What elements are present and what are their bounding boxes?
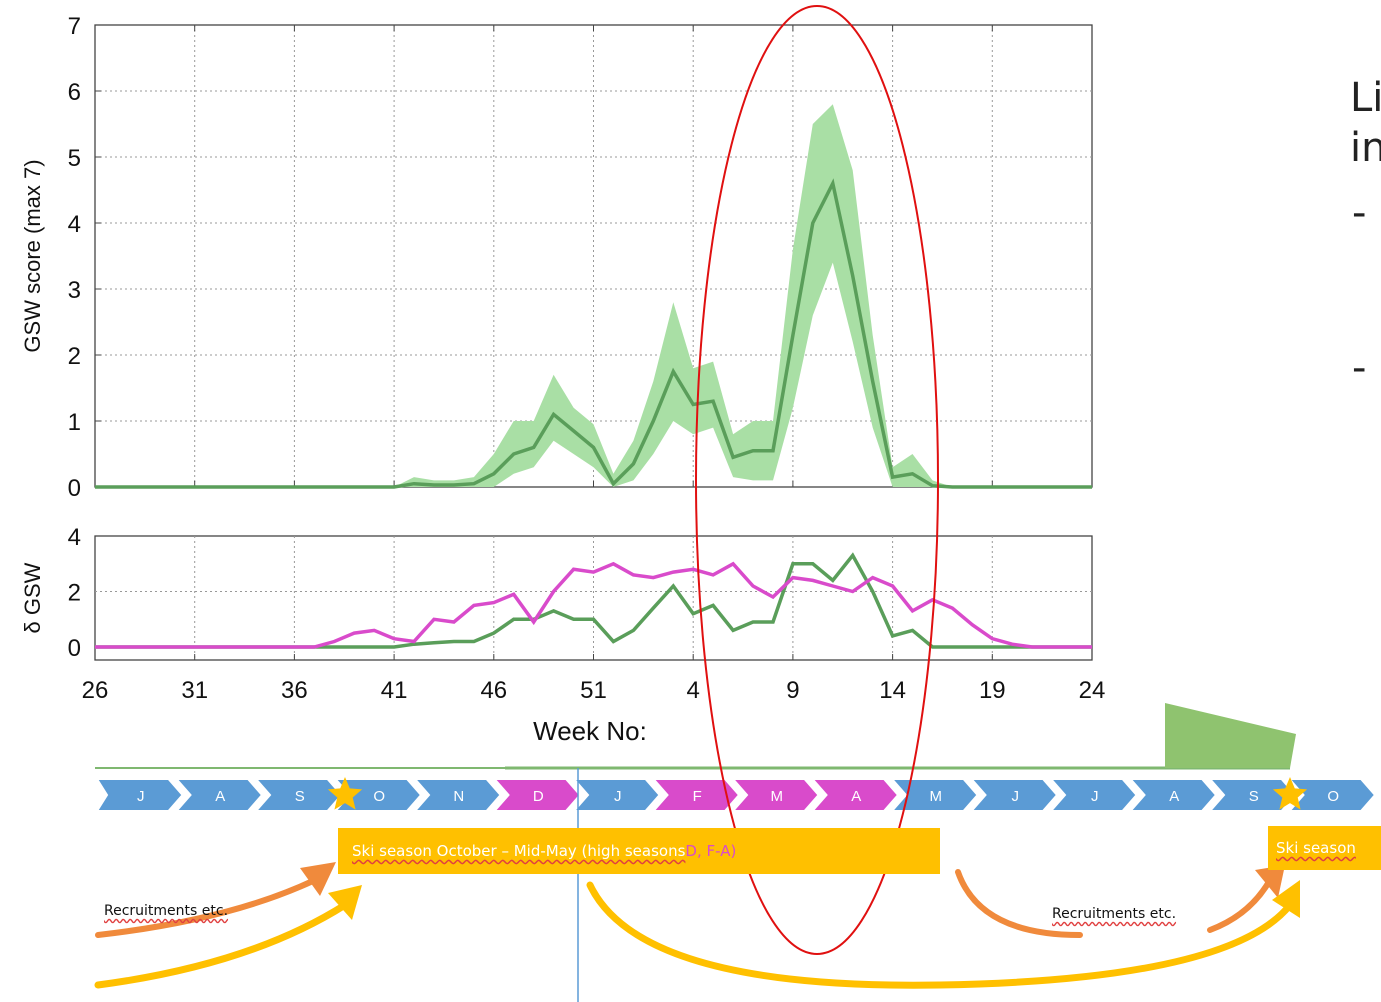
top-y-tick-label: 4 — [68, 211, 81, 238]
month-chevron — [253, 778, 343, 812]
season-arrow-right-head — [1272, 880, 1300, 918]
bottom-y-tick-label: 2 — [68, 580, 81, 607]
x-tick-label: 24 — [1079, 677, 1106, 704]
month-chevron — [651, 778, 741, 812]
highlight-ellipse — [695, 5, 939, 955]
x-tick-label: 4 — [687, 677, 700, 704]
month-chevron — [810, 778, 900, 812]
bottom-y-axis-label: δ GSW — [20, 562, 45, 633]
star-icon — [1272, 777, 1308, 810]
x-tick-label: 51 — [580, 677, 607, 704]
side-text-dash1: - — [1352, 190, 1367, 236]
season-arrow-left — [94, 901, 349, 989]
x-tick-label: 31 — [181, 677, 208, 704]
x-tick-label: 9 — [786, 677, 799, 704]
recruit-arrow-right-curve — [955, 869, 1083, 938]
side-text-line1: Li — [1350, 75, 1381, 121]
side-text-dash2: - — [1352, 345, 1367, 391]
month-chevron — [969, 778, 1059, 812]
bottom-y-tick-label: 4 — [68, 524, 81, 551]
top-confidence-band — [95, 104, 1092, 487]
bottom-y-tick-label: 0 — [68, 635, 81, 662]
month-label: M — [771, 788, 784, 805]
ski-season-high: D, F-A) — [685, 842, 737, 860]
month-label: J — [1091, 788, 1099, 805]
bottom-series-magenta — [95, 561, 1092, 649]
month-chevron — [1048, 778, 1138, 812]
month-chevron — [95, 778, 184, 812]
side-text-line2: in — [1350, 125, 1381, 171]
month-label: A — [215, 788, 225, 805]
top-y-tick-label: 7 — [68, 13, 81, 40]
timeline-green-wedge — [1165, 703, 1296, 768]
top-y-tick-label: 6 — [68, 79, 81, 106]
month-label: J — [1012, 788, 1020, 805]
season-arrow-left-head — [328, 885, 362, 920]
month-label: S — [1249, 788, 1259, 805]
x-tick-label: 41 — [381, 677, 408, 704]
x-tick-label: 14 — [879, 677, 906, 704]
month-chevron — [174, 778, 264, 812]
top-y-tick-label: 5 — [68, 145, 81, 172]
month-label: M — [930, 788, 943, 805]
recruit-arrow-right — [1207, 877, 1273, 933]
month-label: O — [1327, 788, 1339, 805]
month-label: F — [693, 788, 702, 805]
month-chevron — [492, 778, 582, 812]
star-icon — [327, 777, 363, 810]
month-label: J — [137, 788, 145, 805]
month-chevron — [571, 778, 661, 812]
x-axis-label: Week No: — [533, 716, 647, 746]
top-y-tick-label: 1 — [68, 409, 81, 436]
recruit-arrow-left-head — [300, 862, 336, 896]
x-tick-label: 19 — [979, 677, 1006, 704]
month-chevron — [1128, 778, 1218, 812]
x-tick-label: 26 — [82, 677, 109, 704]
recruit-right-label: Recruitments etc. — [1052, 906, 1177, 922]
month-label: D — [533, 788, 544, 805]
ski-season-box: Ski season October – Mid-May (high seaso… — [338, 828, 940, 874]
season-arrow-right — [586, 881, 1294, 989]
month-label: S — [295, 788, 305, 805]
recruit-left-label: Recruitments etc. — [104, 903, 229, 919]
ski-season-text: Ski season October – Mid-May (high seaso… — [352, 842, 686, 860]
month-chevron — [730, 778, 820, 812]
month-label: N — [453, 788, 464, 805]
month-label: A — [851, 788, 861, 805]
ski-season-right-text: Ski season — [1276, 839, 1356, 857]
month-chevron — [412, 778, 502, 812]
top-y-tick-label: 3 — [68, 277, 81, 304]
month-label: A — [1169, 788, 1179, 805]
x-tick-label: 46 — [480, 677, 507, 704]
month-label: O — [373, 788, 385, 805]
top-y-tick-label: 2 — [68, 343, 81, 370]
x-tick-label: 36 — [281, 677, 308, 704]
ski-season-box-right: Ski season — [1268, 826, 1381, 870]
month-chevron — [1207, 778, 1297, 812]
recruit-arrow-left — [95, 877, 318, 938]
month-label: J — [614, 788, 622, 805]
top-series-line — [95, 178, 1092, 489]
top-y-tick-label: 0 — [68, 475, 81, 502]
top-y-axis-label: GSW score (max 7) — [20, 159, 45, 352]
recruit-arrow-right-head — [1255, 865, 1285, 898]
month-chevron — [889, 778, 979, 812]
month-chevron — [1287, 778, 1377, 812]
